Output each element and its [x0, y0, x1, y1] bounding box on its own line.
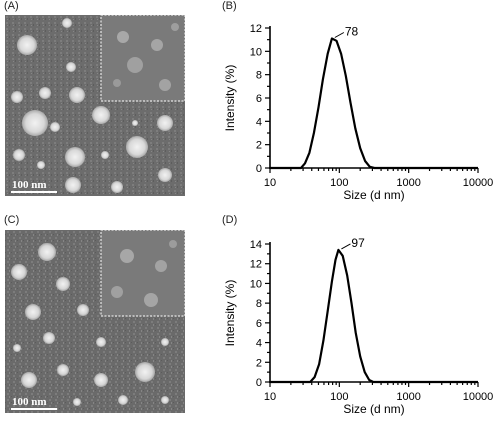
x-tick-label-d: 100 — [330, 391, 348, 403]
size-distribution-curve-b — [270, 37, 478, 170]
y-tick-label-b: 2 — [256, 140, 262, 152]
x-tick-label-b: 100 — [330, 177, 348, 189]
x-tick-label-b: 10000 — [463, 177, 494, 189]
y-tick-label-b: 6 — [256, 93, 262, 105]
y-tick-label-d: 2 — [256, 357, 262, 369]
tem-micrograph-c: 100 nm — [5, 230, 185, 413]
panel-b-tag: (B) — [222, 0, 237, 12]
y-tick-label-d: 12 — [250, 259, 262, 271]
panel-a-tag: (A) — [4, 0, 19, 12]
size-distribution-curve-d — [270, 248, 478, 384]
peak-arrow-b — [334, 32, 345, 38]
x-tick-label-d: 10000 — [463, 391, 494, 403]
y-tick-label-b: 10 — [250, 46, 262, 58]
y-tick-label-d: 8 — [256, 298, 262, 310]
tem-image-a: 100 nm — [5, 15, 185, 196]
y-axis-label-b: Intensity (%) — [223, 65, 237, 132]
y-tick-label-d: 4 — [256, 338, 262, 350]
y-tick-label-b: 4 — [256, 116, 262, 128]
panel-c-tag: (C) — [4, 214, 20, 226]
x-axis-label-d: Size (d nm) — [343, 402, 404, 416]
panel-d-tag: (D) — [222, 214, 238, 226]
x-axis-label-b: Size (d nm) — [343, 188, 404, 202]
y-tick-label-b: 0 — [256, 163, 262, 175]
y-tick-label-b: 8 — [256, 70, 262, 82]
peak-label-d: 97 — [351, 236, 365, 250]
x-tick-label-d: 1000 — [396, 391, 420, 403]
peak-label-b: 78 — [345, 25, 359, 39]
tem-image-c: 100 nm — [5, 230, 185, 413]
tem-micrograph-a: 100 nm — [5, 15, 185, 196]
y-tick-label-b: 12 — [250, 23, 262, 35]
y-tick-label-d: 10 — [250, 278, 262, 290]
x-tick-label-b: 1000 — [396, 177, 420, 189]
y-tick-label-d: 6 — [256, 318, 262, 330]
scale-bar-label-a: 100 nm — [12, 179, 47, 191]
x-tick-label-d: 10 — [264, 391, 276, 403]
scale-bar-label-c: 100 nm — [12, 396, 47, 408]
y-tick-label-d: 14 — [250, 239, 262, 251]
peak-arrow-d — [341, 243, 351, 250]
y-tick-label-d: 0 — [256, 377, 262, 389]
y-axis-label-d: Intensity (%) — [223, 280, 237, 347]
x-tick-label-b: 10 — [264, 177, 276, 189]
